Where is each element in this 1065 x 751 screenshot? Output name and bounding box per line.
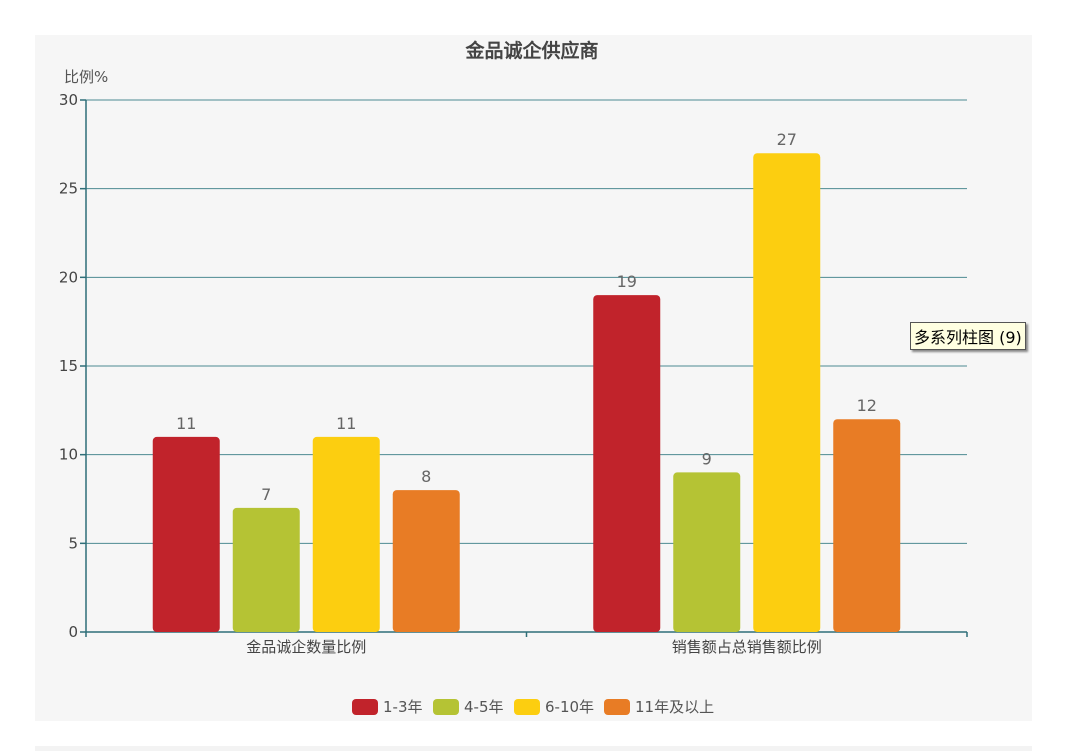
x-tick-label: 金品诚企数量比例 (246, 638, 366, 656)
data-label: 27 (777, 130, 797, 149)
data-label: 8 (421, 467, 431, 486)
x-tick-label: 销售额占总销售额比例 (672, 638, 822, 656)
bar (593, 295, 661, 632)
y-axis-label: 比例% (64, 68, 108, 86)
data-label: 7 (261, 485, 271, 504)
bar (753, 153, 821, 632)
tooltip: 多系列柱图 (9) (910, 322, 1026, 350)
bar (673, 472, 741, 632)
legend-swatch (514, 699, 540, 715)
chart-title: 金品诚企供应商 (464, 39, 598, 62)
bar (833, 419, 901, 632)
data-label: 11 (176, 414, 196, 433)
y-tick-label: 15 (59, 357, 78, 375)
y-tick-label: 5 (68, 534, 78, 552)
bar (152, 436, 220, 632)
legend-label: 11年及以上 (635, 698, 714, 716)
y-tick-label: 20 (59, 268, 78, 286)
y-tick-label: 25 (59, 180, 78, 198)
legend-label: 1-3年 (383, 698, 423, 716)
y-tick-label: 10 (59, 446, 78, 464)
data-label: 9 (702, 449, 712, 468)
legend-swatch (604, 699, 630, 715)
bar (232, 507, 300, 632)
legend-label: 6-10年 (545, 698, 594, 716)
bar (312, 436, 380, 632)
y-tick-label: 0 (68, 623, 78, 641)
data-label: 11 (336, 414, 356, 433)
bar (392, 490, 460, 632)
bottom-strip (35, 746, 1032, 751)
legend-swatch (433, 699, 459, 715)
y-tick-label: 30 (59, 91, 78, 109)
legend-swatch (352, 699, 378, 715)
data-label: 19 (617, 272, 637, 291)
data-label: 12 (857, 396, 877, 415)
legend-label: 4-5年 (464, 698, 504, 716)
